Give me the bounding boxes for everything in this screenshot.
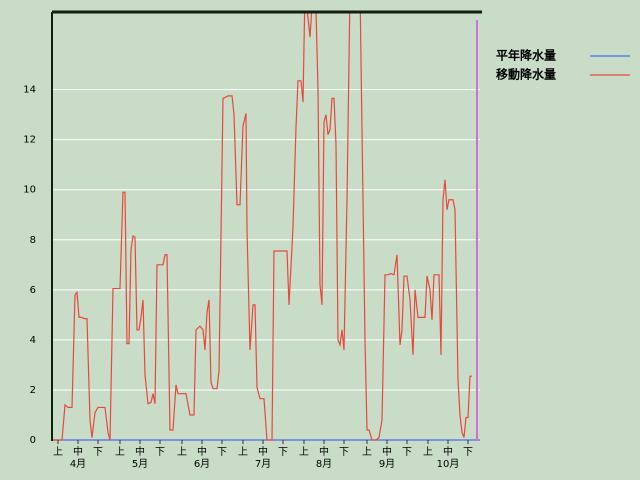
x-tick-label: 中	[319, 445, 329, 458]
series-line	[52, 12, 472, 441]
y-tick-label: 14	[23, 85, 36, 96]
x-tick-label: 中	[197, 445, 207, 458]
legend-label: 平年降水量	[496, 48, 556, 63]
x-tick-label: 下	[278, 447, 288, 458]
y-tick-label: 2	[30, 385, 36, 396]
x-tick-label: 中	[73, 445, 83, 458]
month-label: 10月	[437, 458, 460, 470]
x-tick-label: 中	[443, 445, 453, 458]
x-tick-label: 下	[339, 447, 349, 458]
x-tick-label: 中	[382, 445, 392, 458]
month-label: 6月	[194, 458, 210, 470]
y-tick-label: 6	[30, 285, 36, 296]
plot-area	[52, 12, 480, 441]
grid	[52, 89, 480, 441]
y-tick-label: 4	[30, 335, 36, 346]
y-tick-label: 12	[23, 135, 36, 146]
x-tick-label: 上	[177, 446, 187, 458]
y-tick-label: 0	[30, 435, 36, 446]
x-tick-label: 上	[53, 446, 63, 458]
x-tick-label: 中	[258, 445, 268, 458]
x-tick-label: 上	[115, 446, 125, 458]
month-label: 7月	[255, 458, 271, 470]
y-tick-label: 10	[23, 185, 36, 196]
x-tick-label: 下	[93, 447, 103, 458]
x-tick-label: 中	[135, 445, 145, 458]
x-tick-label: 上	[362, 446, 372, 458]
month-label: 9月	[379, 458, 395, 470]
x-tick-label: 下	[217, 447, 227, 458]
month-label: 4月	[70, 458, 86, 470]
x-tick-label: 下	[155, 447, 165, 458]
x-tick-label: 上	[238, 446, 248, 458]
month-label: 5月	[132, 458, 148, 470]
month-label: 8月	[316, 458, 332, 470]
y-tick-label: 8	[30, 235, 36, 246]
x-tick-label: 上	[423, 446, 433, 458]
x-tick-label: 下	[463, 447, 473, 458]
x-tick-label: 下	[402, 447, 412, 458]
x-tick-label: 上	[299, 446, 309, 458]
axis: 02468101214上中下上中下上中下上中下上中下上中下上中下4月 5月 6月 7月…	[23, 85, 473, 470]
legend-label: 移動降水量	[496, 67, 556, 82]
